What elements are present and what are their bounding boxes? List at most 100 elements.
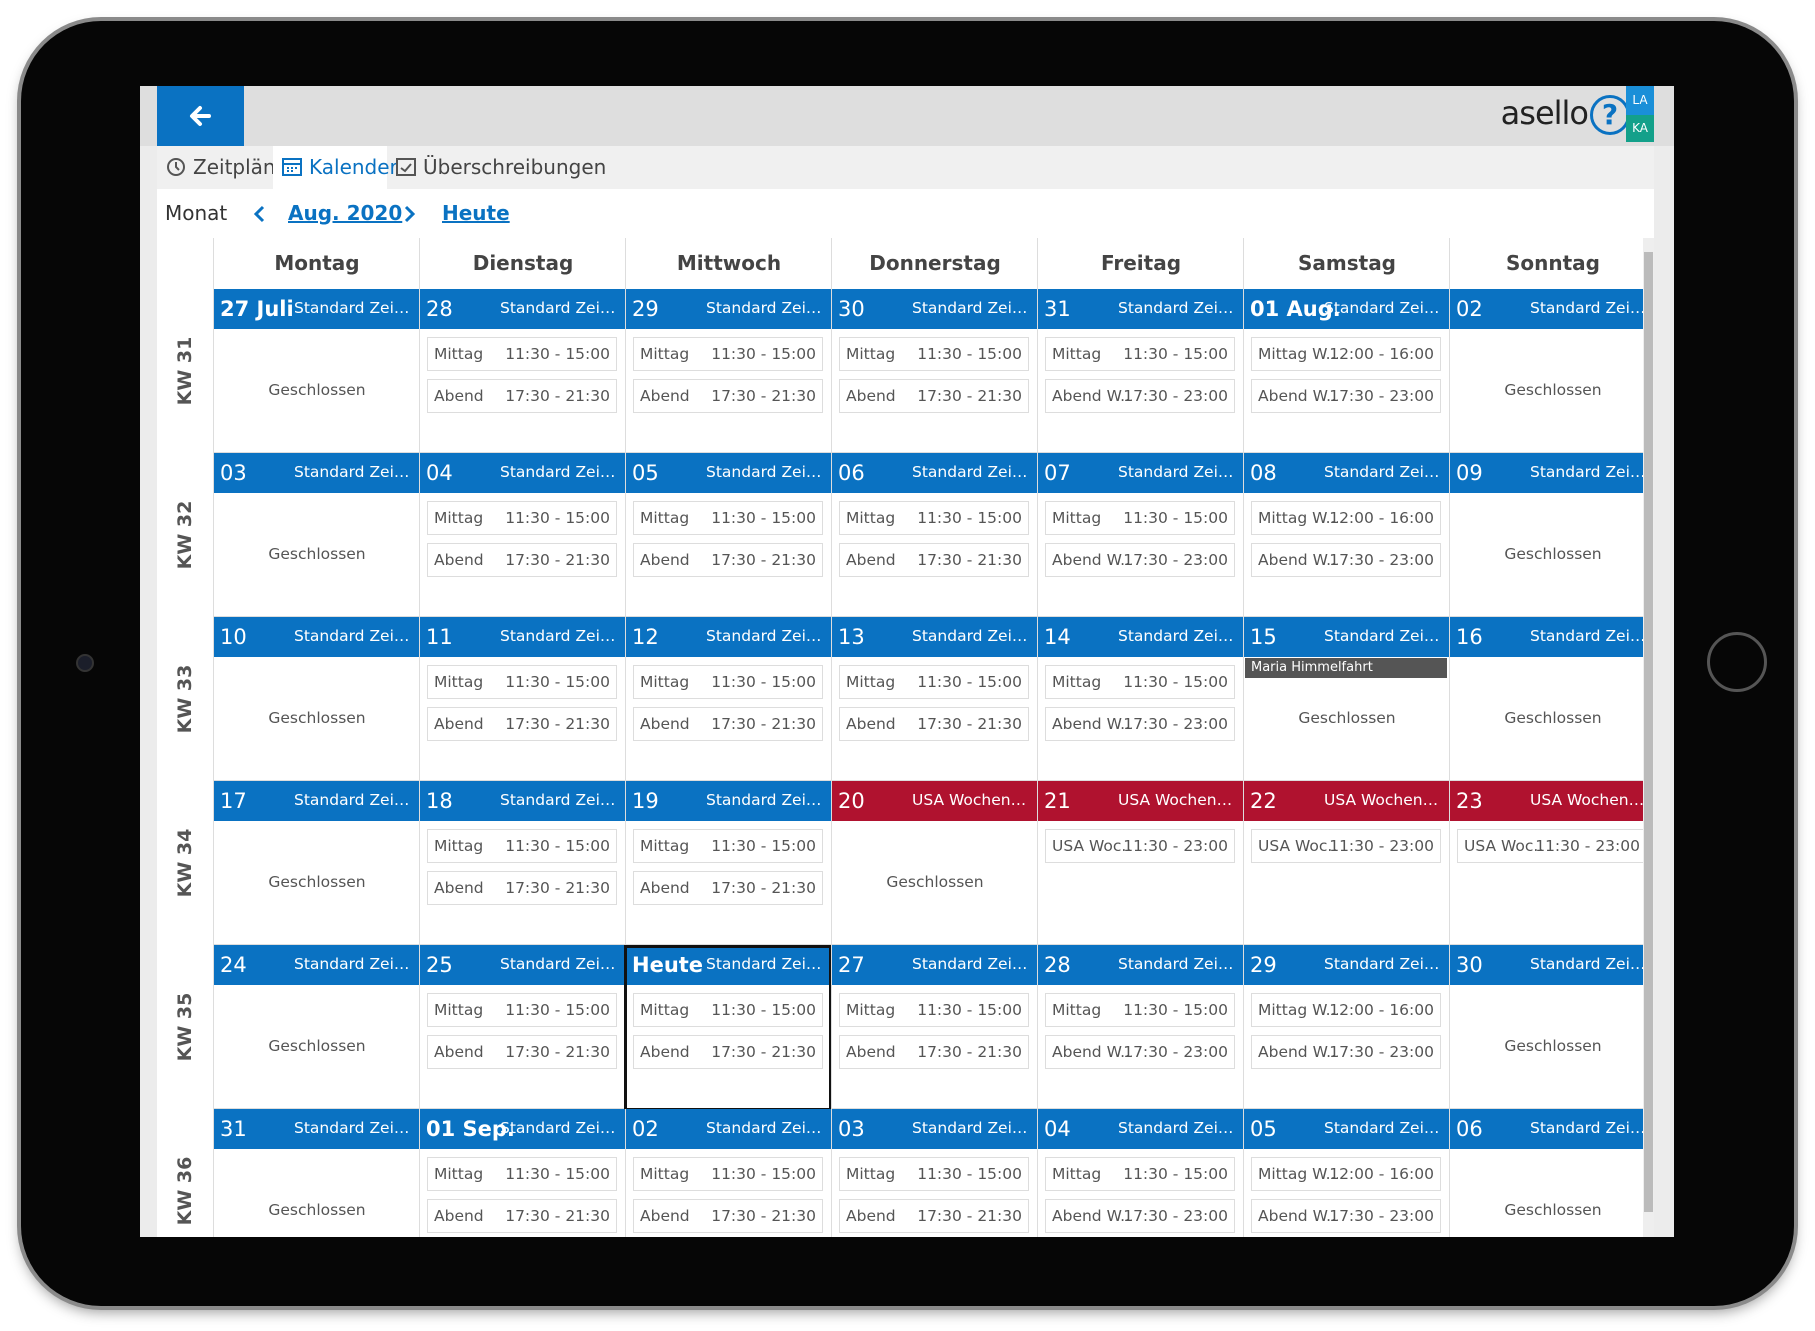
day-cell[interactable]: 03 Standard Zeitplan Mittag 11:30 - 15:00 Ab…	[831, 1109, 1037, 1237]
day-cell[interactable]: 17 Standard Zeitplan Geschlossen	[213, 781, 419, 945]
month-link[interactable]: Aug. 2020	[288, 201, 403, 225]
day-cell[interactable]: 07 Standard Zeitplan Mittag 11:30 - 15:00 Ab…	[1037, 453, 1243, 617]
day-cell[interactable]: 28 Standard Zeitplan Mittag 11:30 - 15:00 Ab…	[419, 289, 625, 453]
day-cell[interactable]: 01 Sep. Standard Zeitp... Mittag 11:30 - 15…	[419, 1109, 625, 1237]
day-cell[interactable]: 03 Standard Zeitplan Geschlossen	[213, 453, 419, 617]
time-slot[interactable]: Abend W... 17:30 - 23:00	[1251, 379, 1441, 413]
day-cell[interactable]: 19 Standard Zeitplan Mittag 11:30 - 15:00 Ab…	[625, 781, 831, 945]
time-slot[interactable]: Mittag 11:30 - 15:00	[1045, 665, 1235, 699]
prev-arrow[interactable]	[252, 204, 268, 224]
tab[interactable]: Kalender	[273, 146, 398, 189]
time-slot[interactable]: USA Woc... 11:30 - 23:00	[1457, 829, 1647, 863]
day-cell[interactable]: 27 Standard Zeitplan Mittag 11:30 - 15:00 Ab…	[831, 945, 1037, 1109]
view-label[interactable]: Monat	[165, 201, 228, 225]
time-slot[interactable]: Abend W... 17:30 - 23:00	[1251, 543, 1441, 577]
tab[interactable]: Überschreibungen	[387, 146, 607, 189]
day-cell[interactable]: 04 Standard Zeitplan Mittag 11:30 - 15:00 Ab…	[1037, 1109, 1243, 1237]
time-slot[interactable]: Mittag 11:30 - 15:00	[427, 993, 617, 1027]
day-cell[interactable]: 30 Standard Zeitplan Geschlossen	[1449, 945, 1654, 1109]
time-slot[interactable]: Abend 17:30 - 21:30	[427, 1199, 617, 1233]
day-cell[interactable]: 16 Standard Zeitplan Geschlossen	[1449, 617, 1654, 781]
time-slot[interactable]: Abend 17:30 - 21:30	[427, 871, 617, 905]
day-cell[interactable]: 29 Standard Zeitplan Mittag 11:30 - 15:00 Ab…	[625, 289, 831, 453]
day-cell[interactable]: 06 Standard Zeitplan Geschlossen	[1449, 1109, 1654, 1237]
scroll-thumb[interactable]	[1644, 252, 1653, 1212]
next-arrow[interactable]	[402, 204, 418, 224]
day-cell[interactable]: 13 Standard Zeitplan Mittag 11:30 - 15:00 Ab…	[831, 617, 1037, 781]
time-slot[interactable]: Mittag 11:30 - 15:00	[1045, 993, 1235, 1027]
day-cell[interactable]: 09 Standard Zeitplan Geschlossen	[1449, 453, 1654, 617]
time-slot[interactable]: Abend 17:30 - 21:30	[427, 707, 617, 741]
day-cell[interactable]: 11 Standard Zeitplan Mittag 11:30 - 15:00 Ab…	[419, 617, 625, 781]
home-button[interactable]	[1707, 632, 1767, 692]
help-button[interactable]: ?	[1590, 95, 1630, 135]
time-slot[interactable]: Abend 17:30 - 21:30	[839, 707, 1029, 741]
time-slot[interactable]: Mittag 11:30 - 15:00	[633, 993, 823, 1027]
tab[interactable]: Zeitpläne	[157, 146, 288, 189]
time-slot[interactable]: Mittag 11:30 - 15:00	[427, 829, 617, 863]
time-slot[interactable]: Abend 17:30 - 21:30	[427, 1035, 617, 1069]
time-slot[interactable]: Mittag W... 12:00 - 16:00	[1251, 993, 1441, 1027]
day-cell[interactable]: 06 Standard Zeitplan Mittag 11:30 - 15:00 Ab…	[831, 453, 1037, 617]
time-slot[interactable]: Mittag W... 12:00 - 16:00	[1251, 501, 1441, 535]
day-cell[interactable]: 31 Standard Zeitplan Mittag 11:30 - 15:00 Ab…	[1037, 289, 1243, 453]
day-cell[interactable]: 29 Standard Zeitplan Mittag W...12:00 - 16…	[1243, 945, 1449, 1109]
day-cell[interactable]: 15 Standard Zeitplan Maria Himmelfahrt Gesc…	[1243, 617, 1449, 781]
time-slot[interactable]: Abend 17:30 - 21:30	[633, 543, 823, 577]
day-cell[interactable]: 25 Standard Zeitplan Mittag 11:30 - 15:00 Ab…	[419, 945, 625, 1109]
day-cell[interactable]: 20 USA Wochenende Geschlossen	[831, 781, 1037, 945]
day-cell[interactable]: 21 USA Wochenende USA Woc...11:30 - 23:00	[1037, 781, 1243, 945]
back-button[interactable]	[157, 86, 244, 146]
time-slot[interactable]: Mittag 11:30 - 15:00	[839, 337, 1029, 371]
day-cell[interactable]: 14 Standard Zeitplan Mittag 11:30 - 15:00 Ab…	[1037, 617, 1243, 781]
time-slot[interactable]: Abend 17:30 - 21:30	[839, 1035, 1029, 1069]
time-slot[interactable]: Abend W... 17:30 - 23:00	[1251, 1035, 1441, 1069]
time-slot[interactable]: Mittag 11:30 - 15:00	[839, 665, 1029, 699]
time-slot[interactable]: Abend W... 17:30 - 23:00	[1045, 707, 1235, 741]
day-cell[interactable]: 28 Standard Zeitplan Mittag 11:30 - 15:00 Ab…	[1037, 945, 1243, 1109]
day-cell[interactable]: 02 Standard Zeitplan Geschlossen	[1449, 289, 1654, 453]
time-slot[interactable]: Mittag 11:30 - 15:00	[427, 665, 617, 699]
time-slot[interactable]: Abend W... 17:30 - 23:00	[1045, 1035, 1235, 1069]
time-slot[interactable]: Abend 17:30 - 21:30	[633, 707, 823, 741]
time-slot[interactable]: Mittag 11:30 - 15:00	[1045, 501, 1235, 535]
time-slot[interactable]: Mittag 11:30 - 15:00	[839, 993, 1029, 1027]
time-slot[interactable]: Abend 17:30 - 21:30	[839, 1199, 1029, 1233]
time-slot[interactable]: Abend 17:30 - 21:30	[839, 543, 1029, 577]
time-slot[interactable]: Mittag 11:30 - 15:00	[633, 1157, 823, 1191]
time-slot[interactable]: Abend 17:30 - 21:30	[427, 379, 617, 413]
day-cell[interactable]: 01 Aug. Standard Zeitp... Mittag W... 12:00…	[1243, 289, 1449, 453]
today-link[interactable]: Heute	[442, 201, 510, 225]
day-cell[interactable]: 10 Standard Zeitplan Geschlossen	[213, 617, 419, 781]
time-slot[interactable]: Mittag 11:30 - 15:00	[633, 501, 823, 535]
day-cell[interactable]: 31 Standard Zeitplan Geschlossen	[213, 1109, 419, 1237]
time-slot[interactable]: Mittag W... 12:00 - 16:00	[1251, 337, 1441, 371]
time-slot[interactable]: Abend W... 17:30 - 23:00	[1251, 1199, 1441, 1233]
time-slot[interactable]: USA Woc... 11:30 - 23:00	[1045, 829, 1235, 863]
day-cell[interactable]: 05 Standard Zeitplan Mittag W...12:00 - 16…	[1243, 1109, 1449, 1237]
day-cell[interactable]: 23 USA Wochenende USA Woc...11:30 - 23:00	[1449, 781, 1654, 945]
day-cell[interactable]: 02 Standard Zeitplan Mittag 11:30 - 15:00 Ab…	[625, 1109, 831, 1237]
day-cell[interactable]: 08 Standard Zeitplan Mittag W...12:00 - 16…	[1243, 453, 1449, 617]
time-slot[interactable]: Abend 17:30 - 21:30	[633, 871, 823, 905]
time-slot[interactable]: Abend 17:30 - 21:30	[633, 1035, 823, 1069]
time-slot[interactable]: Abend 17:30 - 21:30	[633, 1199, 823, 1233]
day-cell[interactable]: 04 Standard Zeitplan Mittag 11:30 - 15:00 Ab…	[419, 453, 625, 617]
time-slot[interactable]: Abend W... 17:30 - 23:00	[1045, 543, 1235, 577]
time-slot[interactable]: Mittag 11:30 - 15:00	[633, 337, 823, 371]
day-cell[interactable]: 24 Standard Zeitplan Geschlossen	[213, 945, 419, 1109]
time-slot[interactable]: Abend 17:30 - 21:30	[427, 543, 617, 577]
day-cell[interactable]: 18 Standard Zeitplan Mittag 11:30 - 15:00 Ab…	[419, 781, 625, 945]
day-cell[interactable]: 05 Standard Zeitplan Mittag 11:30 - 15:00 Ab…	[625, 453, 831, 617]
time-slot[interactable]: Mittag 11:30 - 15:00	[839, 501, 1029, 535]
time-slot[interactable]: Mittag 11:30 - 15:00	[427, 501, 617, 535]
time-slot[interactable]: Mittag 11:30 - 15:00	[633, 829, 823, 863]
time-slot[interactable]: Mittag 11:30 - 15:00	[633, 665, 823, 699]
day-cell[interactable]: 30 Standard Zeitplan Mittag 11:30 - 15:00 Ab…	[831, 289, 1037, 453]
time-slot[interactable]: Mittag 11:30 - 15:00	[427, 337, 617, 371]
time-slot[interactable]: Mittag 11:30 - 15:00	[839, 1157, 1029, 1191]
time-slot[interactable]: Abend 17:30 - 21:30	[839, 379, 1029, 413]
day-cell[interactable]: 22 USA Wochenende USA Woc...11:30 - 23:00	[1243, 781, 1449, 945]
time-slot[interactable]: Mittag W... 12:00 - 16:00	[1251, 1157, 1441, 1191]
